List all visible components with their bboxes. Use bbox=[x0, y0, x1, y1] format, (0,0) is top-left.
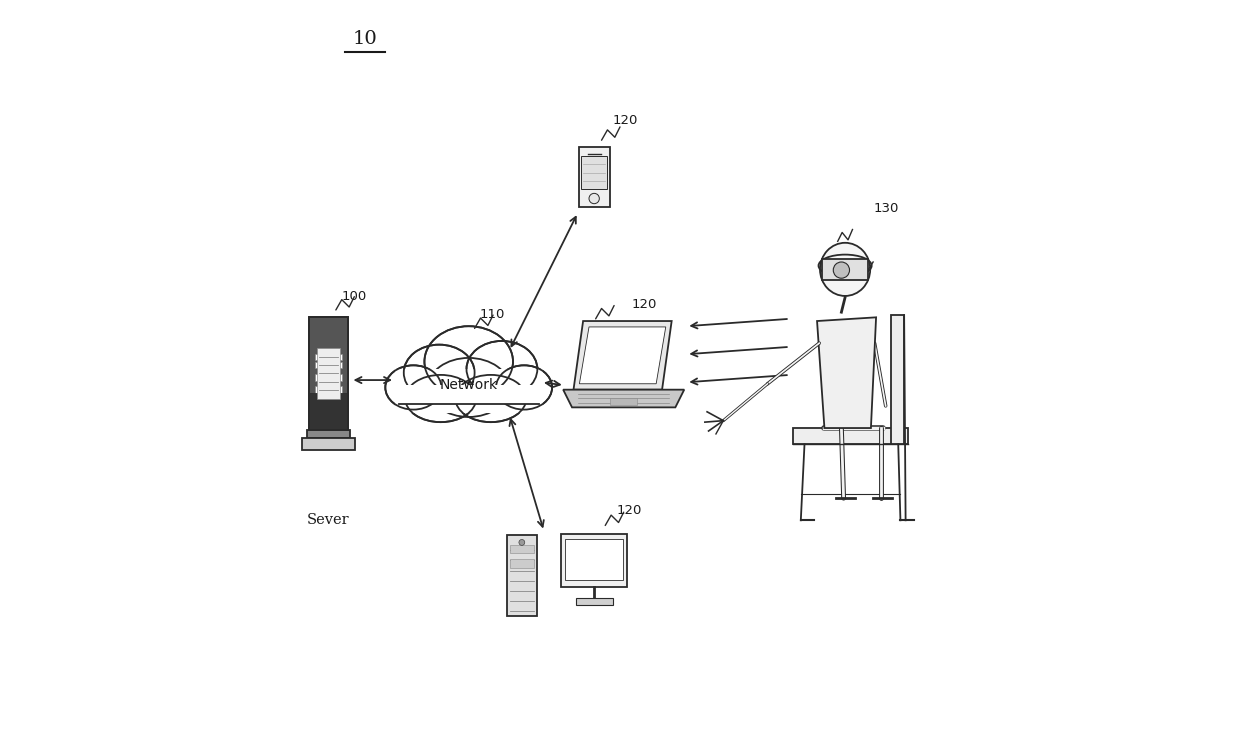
Bar bbox=[315, 387, 342, 393]
Bar bbox=[315, 374, 342, 381]
Bar bbox=[507, 535, 537, 616]
Bar bbox=[308, 430, 350, 438]
Bar bbox=[399, 385, 538, 404]
Bar bbox=[315, 399, 342, 405]
Ellipse shape bbox=[386, 365, 441, 410]
Text: 130: 130 bbox=[873, 202, 899, 215]
Bar bbox=[510, 545, 533, 553]
Bar bbox=[794, 428, 908, 444]
Bar bbox=[315, 354, 342, 360]
Ellipse shape bbox=[496, 365, 552, 410]
Ellipse shape bbox=[424, 326, 513, 397]
Bar bbox=[301, 438, 356, 450]
Text: Network: Network bbox=[440, 379, 497, 392]
Bar bbox=[309, 317, 347, 430]
Bar bbox=[315, 362, 342, 368]
Ellipse shape bbox=[428, 358, 510, 417]
Bar bbox=[610, 398, 637, 405]
Polygon shape bbox=[817, 317, 877, 428]
Text: 120: 120 bbox=[613, 114, 639, 127]
Bar bbox=[565, 539, 624, 580]
Ellipse shape bbox=[820, 243, 870, 296]
Bar bbox=[560, 534, 627, 587]
Ellipse shape bbox=[405, 375, 476, 422]
Bar bbox=[309, 393, 347, 430]
Polygon shape bbox=[579, 327, 666, 384]
Bar bbox=[890, 315, 904, 444]
Bar bbox=[309, 317, 347, 430]
Ellipse shape bbox=[404, 345, 475, 401]
Text: 120: 120 bbox=[631, 298, 656, 311]
Text: 110: 110 bbox=[480, 308, 505, 321]
Bar bbox=[317, 348, 340, 399]
Text: 100: 100 bbox=[342, 289, 367, 303]
Ellipse shape bbox=[466, 341, 537, 397]
Bar bbox=[822, 259, 868, 280]
Text: 120: 120 bbox=[616, 503, 641, 517]
Circle shape bbox=[833, 262, 849, 278]
Bar bbox=[579, 147, 610, 207]
Text: Sever: Sever bbox=[308, 513, 350, 527]
Bar bbox=[394, 369, 543, 413]
Text: 10: 10 bbox=[353, 30, 378, 48]
Polygon shape bbox=[563, 390, 684, 407]
Bar bbox=[575, 598, 613, 605]
Circle shape bbox=[589, 193, 599, 204]
Polygon shape bbox=[574, 321, 672, 390]
Bar bbox=[315, 410, 342, 417]
Circle shape bbox=[518, 539, 525, 545]
Ellipse shape bbox=[455, 375, 526, 422]
Bar bbox=[510, 559, 533, 568]
Bar bbox=[582, 156, 606, 190]
